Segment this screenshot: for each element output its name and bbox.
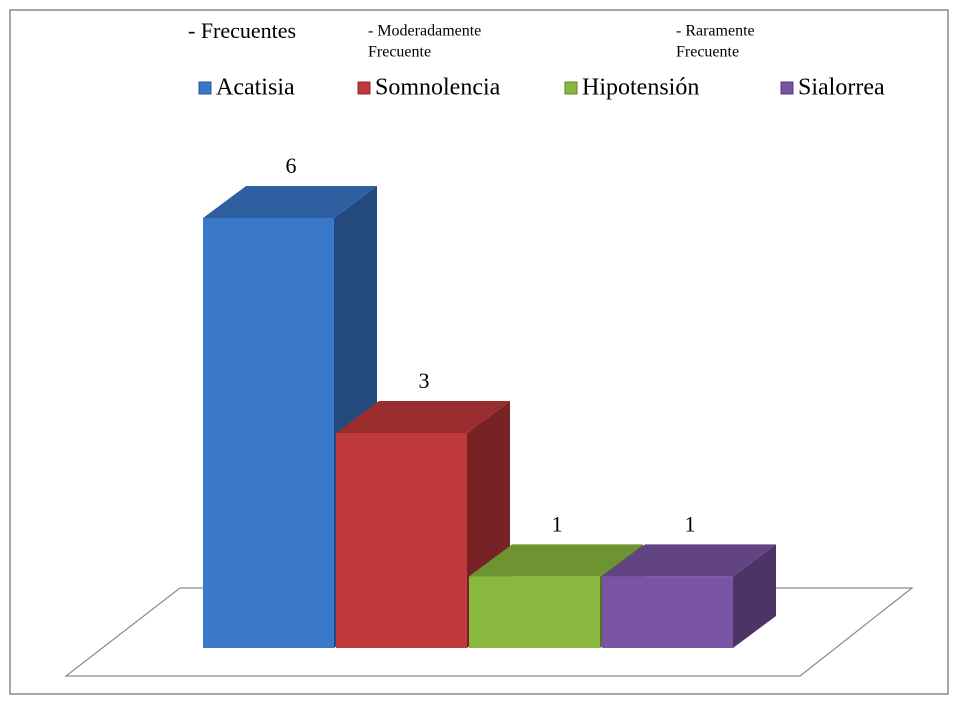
legend-label: Sialorrea: [798, 75, 885, 101]
legend-swatch: [357, 81, 371, 95]
data-label: 1: [685, 511, 696, 536]
bar-top: [336, 401, 510, 433]
bar-front: [469, 576, 600, 648]
annotation: - Raramente: [676, 23, 755, 40]
legend-label: Somnolencia: [375, 75, 501, 101]
bar-front: [203, 218, 334, 648]
legend-swatch: [564, 81, 578, 95]
bar-top: [602, 544, 776, 577]
legend-label: Hipotensión: [582, 75, 699, 101]
bar-top: [469, 544, 643, 577]
legend-swatch: [198, 81, 212, 95]
annotation: - Moderadamente: [368, 23, 481, 40]
bar-top: [203, 186, 377, 218]
annotation: - Frecuentes: [188, 18, 296, 43]
annotation: Frecuente: [676, 44, 739, 61]
bar-side: [733, 544, 776, 648]
bar-front: [336, 433, 467, 648]
data-label: 3: [419, 368, 430, 393]
data-label: 6: [286, 153, 297, 178]
legend-swatch: [780, 81, 794, 95]
legend-label: Acatisia: [216, 75, 295, 101]
data-label: 1: [552, 511, 563, 536]
bar: [602, 544, 776, 648]
bar-front: [602, 576, 733, 648]
annotation: Frecuente: [368, 44, 431, 61]
